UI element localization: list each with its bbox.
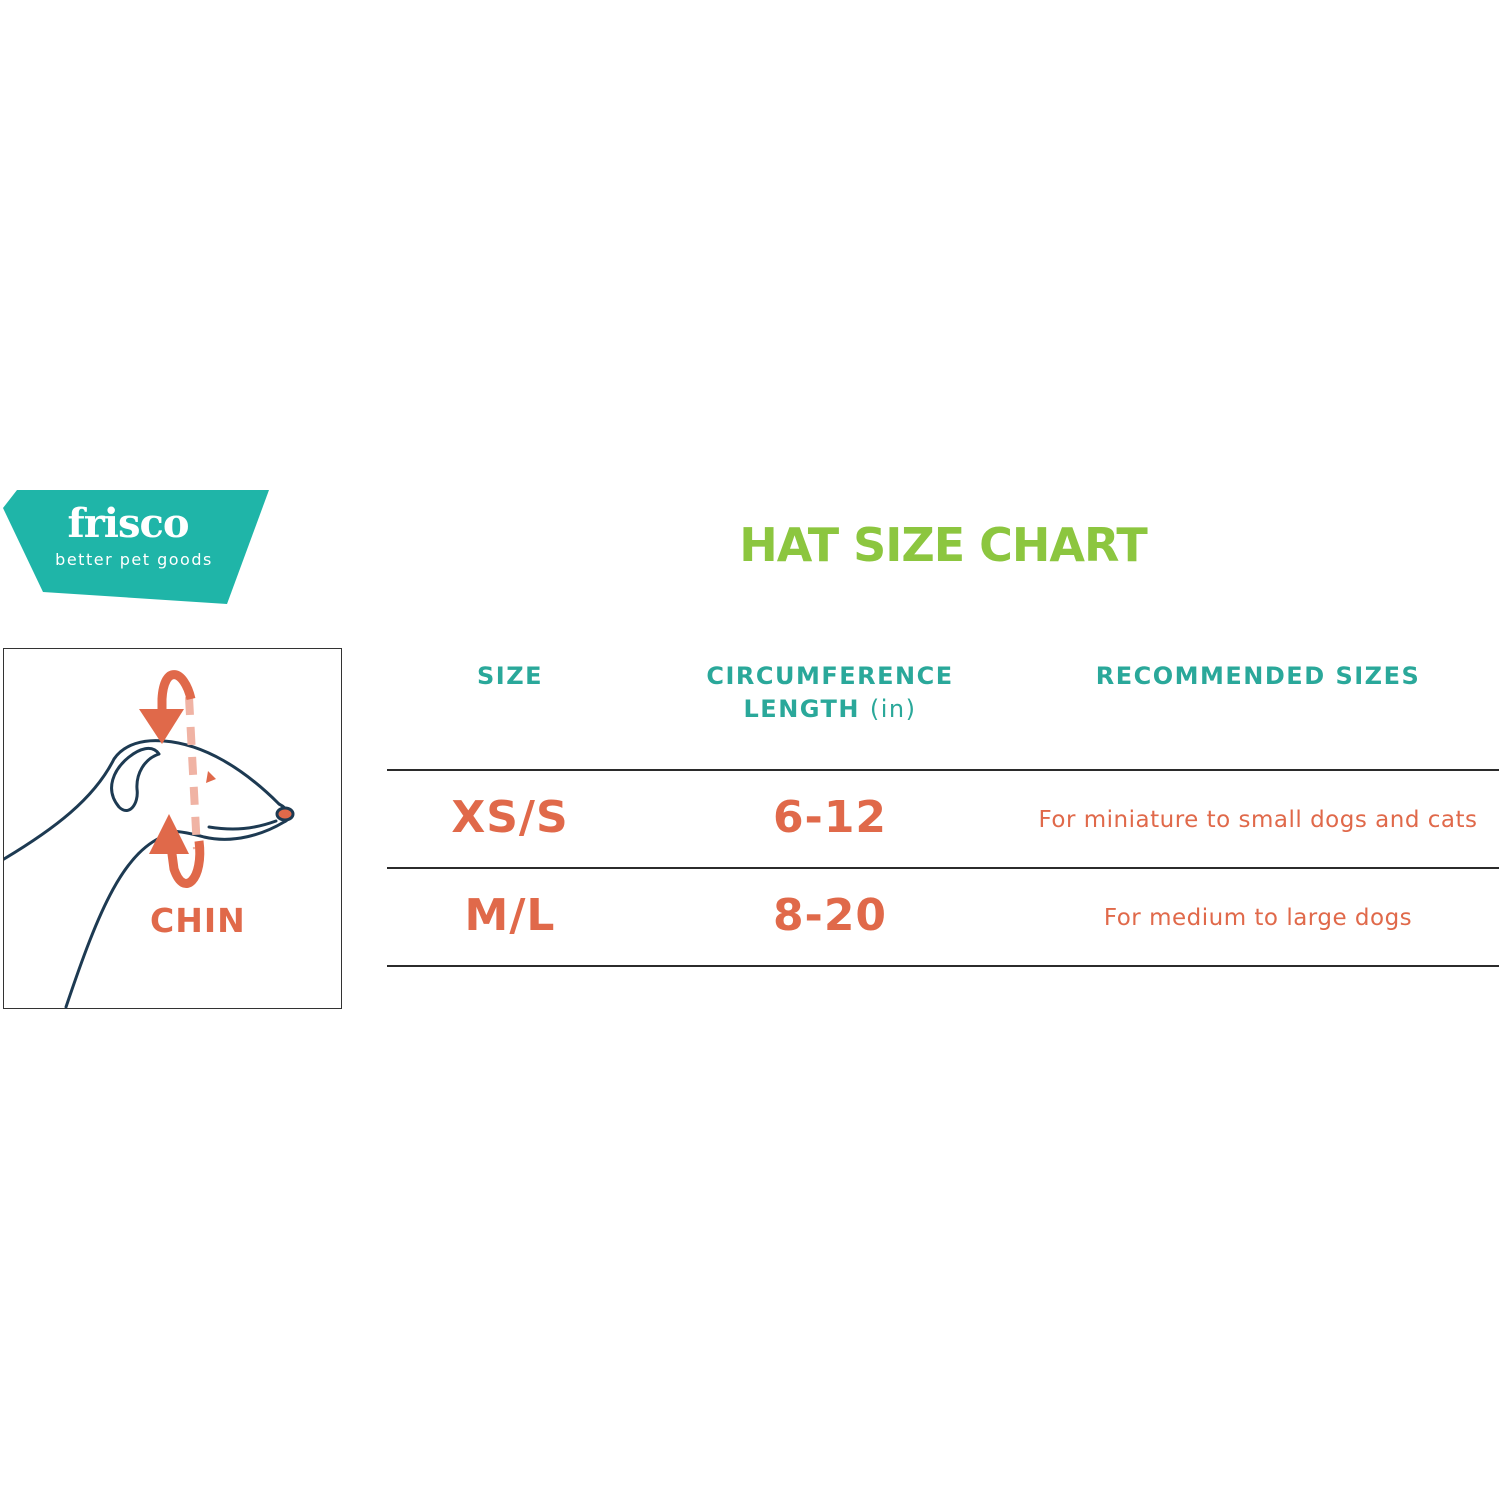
header-recommended: RECOMMENDED SIZES	[1095, 662, 1421, 690]
frisco-logo: frisco better pet goods	[3, 488, 271, 604]
header-unit: (in)	[869, 695, 917, 723]
recommended-cell: For miniature to small dogs and cats	[1038, 807, 1478, 833]
logo-badge	[3, 490, 269, 604]
table-divider	[387, 867, 1499, 869]
measurement-diagram: CHIN	[3, 648, 342, 1009]
header-circumference-line2: LENGTH	[743, 695, 861, 723]
logo-tagline: better pet goods	[55, 550, 213, 569]
header-size: SIZE	[476, 662, 543, 690]
page-title: HAT SIZE CHART	[739, 518, 1148, 572]
length-cell: 8-20	[772, 890, 888, 941]
table-divider	[387, 965, 1499, 967]
chin-label: CHIN	[150, 901, 246, 940]
table-divider	[387, 769, 1499, 771]
header-circumference-line1: CIRCUMFERENCE	[706, 662, 954, 690]
dog-head-illustration	[4, 670, 295, 1009]
length-cell: 6-12	[772, 792, 888, 843]
recommended-cell: For medium to large dogs	[1103, 905, 1413, 931]
size-cell: XS/S	[451, 792, 569, 843]
logo-name: frisco	[67, 500, 189, 547]
size-cell: M/L	[464, 890, 556, 941]
header-circumference: CIRCUMFERENCE LENGTH (in)	[680, 660, 980, 726]
